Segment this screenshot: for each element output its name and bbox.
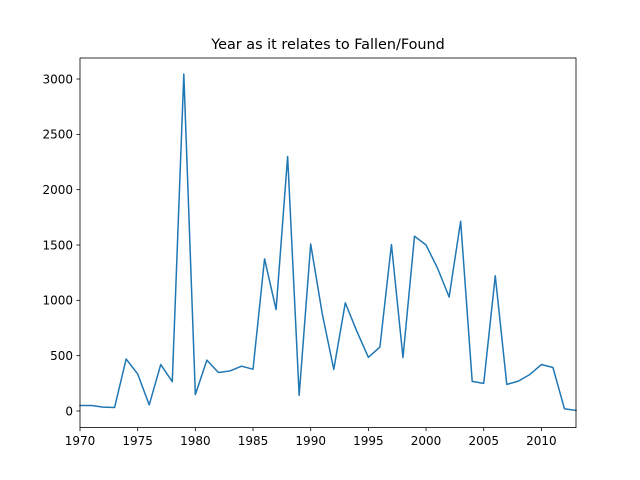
y-axis: 0 500 1000 1500 2000 2500 3000 xyxy=(42,72,80,418)
x-tick-label: 2010 xyxy=(526,434,557,448)
x-tick-label: 1970 xyxy=(65,434,96,448)
chart-title: Year as it relates to Fallen/Found xyxy=(210,37,445,53)
x-tick-label: 2000 xyxy=(411,434,442,448)
y-tick-label: 0 xyxy=(65,404,73,418)
y-tick-label: 2500 xyxy=(42,128,73,142)
x-tick-label: 1980 xyxy=(180,434,211,448)
y-tick-label: 1000 xyxy=(42,294,73,308)
y-tick-label: 3000 xyxy=(42,72,73,86)
x-tick-label: 1995 xyxy=(353,434,384,448)
y-tick-label: 2000 xyxy=(42,183,73,197)
x-tick-label: 2005 xyxy=(468,434,499,448)
plot-area xyxy=(79,73,577,412)
x-tick-label: 1990 xyxy=(295,434,326,448)
y-tick-label: 1500 xyxy=(42,238,73,252)
x-axis: 1970 1975 1980 1985 1990 1995 2000 2005 2010 xyxy=(65,427,557,448)
x-tick-label: 1985 xyxy=(238,434,269,448)
axes-frame xyxy=(79,57,577,429)
series-line-0 xyxy=(79,73,577,412)
x-tick-label: 1975 xyxy=(122,434,153,448)
y-tick-label: 500 xyxy=(50,349,73,363)
